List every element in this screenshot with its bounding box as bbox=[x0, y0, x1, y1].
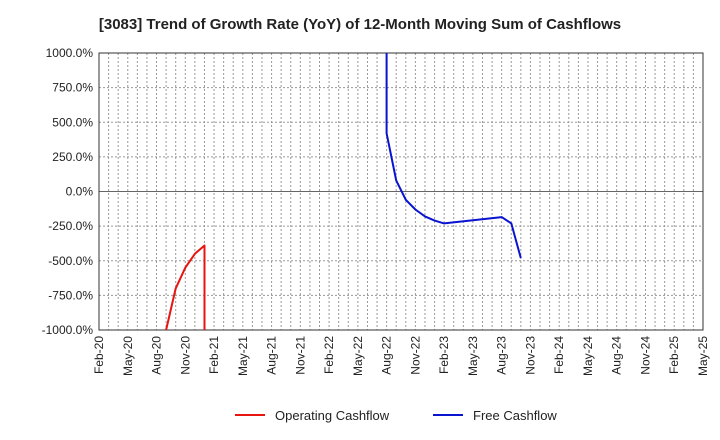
x-tick-label: May-22 bbox=[351, 336, 365, 376]
x-tick-label: Nov-23 bbox=[523, 336, 537, 375]
x-tick-label: Feb-25 bbox=[667, 336, 681, 374]
y-tick-label: 0.0% bbox=[66, 185, 94, 199]
y-tick-label: 250.0% bbox=[52, 150, 93, 164]
x-tick-label: May-21 bbox=[236, 336, 250, 376]
x-tick-label: Feb-22 bbox=[322, 336, 336, 374]
y-tick-label: -250.0% bbox=[48, 219, 93, 233]
x-tick-label: Feb-20 bbox=[92, 336, 106, 374]
chart-title: [3083] Trend of Growth Rate (YoY) of 12-… bbox=[98, 16, 622, 33]
y-tick-label: -1000.0% bbox=[42, 323, 94, 337]
y-tick-label: -500.0% bbox=[48, 254, 93, 268]
x-tick-label: Nov-21 bbox=[293, 336, 307, 375]
legend-label: Free Cashflow bbox=[473, 408, 557, 423]
y-tick-label: -750.0% bbox=[48, 288, 93, 302]
x-tick-label: Nov-22 bbox=[408, 336, 422, 375]
x-tick-label: Aug-20 bbox=[150, 336, 164, 375]
series-line-free-cashflow bbox=[385, 53, 522, 259]
x-tick-label: May-25 bbox=[696, 336, 710, 376]
y-tick-label: 1000.0% bbox=[46, 46, 94, 60]
y-tick-label: 500.0% bbox=[52, 115, 93, 129]
x-tick-label: Aug-23 bbox=[495, 336, 509, 375]
x-tick-label: May-23 bbox=[466, 336, 480, 376]
x-tick-label: May-20 bbox=[121, 336, 135, 376]
legend-label: Operating Cashflow bbox=[275, 408, 390, 423]
plot-area-frame bbox=[98, 52, 704, 331]
series-line-operating-cashflow bbox=[165, 244, 206, 330]
y-tick-label: 750.0% bbox=[52, 81, 93, 95]
x-tick-label: Feb-23 bbox=[437, 336, 451, 374]
x-tick-label: Aug-22 bbox=[380, 336, 394, 375]
x-tick-label: Nov-24 bbox=[638, 336, 652, 375]
x-tick-label: Feb-21 bbox=[207, 336, 221, 374]
x-tick-label: Aug-21 bbox=[265, 336, 279, 375]
x-tick-label: May-24 bbox=[581, 336, 595, 376]
x-tick-label: Nov-20 bbox=[178, 336, 192, 375]
x-tick-label: Aug-24 bbox=[610, 336, 624, 375]
x-tick-label: Feb-24 bbox=[552, 336, 566, 374]
